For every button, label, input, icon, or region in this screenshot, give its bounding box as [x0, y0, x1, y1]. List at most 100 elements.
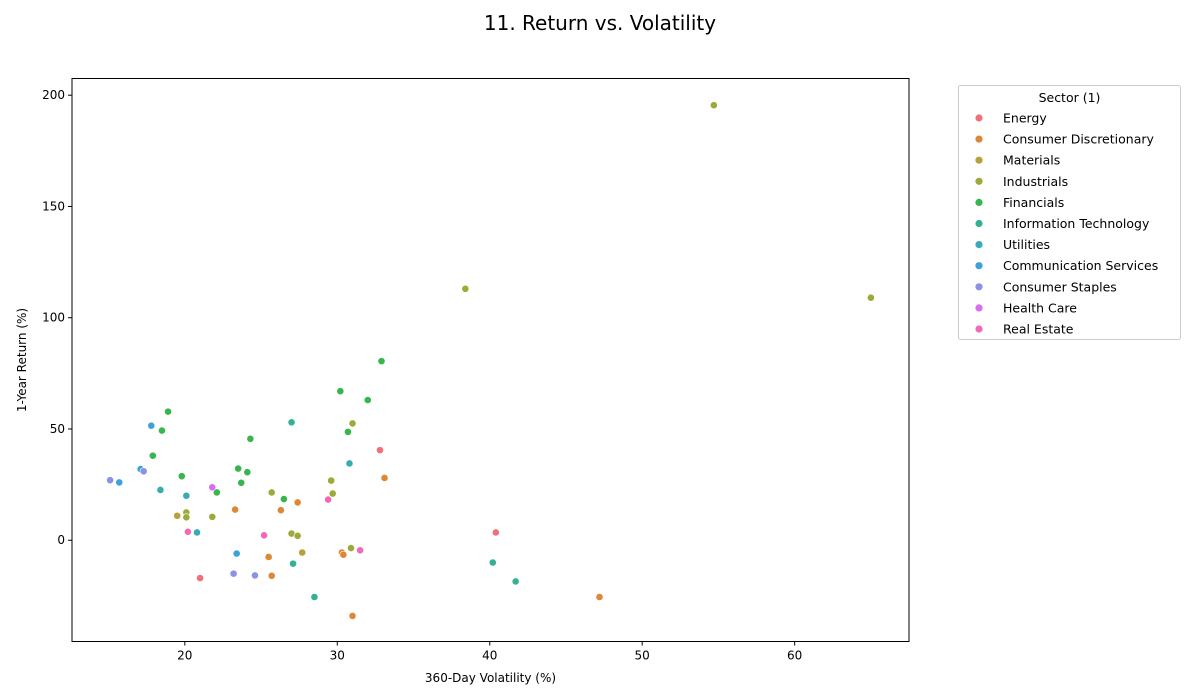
legend-entry: Financials	[1003, 195, 1064, 210]
legend-marker	[975, 219, 983, 228]
x-axis-ticks: 20 30 40 50 60	[177, 641, 802, 663]
data-point	[348, 419, 357, 428]
x-axis-label: 360-Day Volatility (%)	[425, 671, 556, 685]
data-point	[363, 396, 372, 404]
legend-marker	[975, 325, 983, 333]
data-point	[356, 546, 365, 555]
x-tick-label: 50	[635, 649, 650, 663]
data-point	[243, 468, 252, 477]
y-axis-ticks: 0 50 100 150 200	[42, 88, 72, 547]
data-point	[289, 559, 297, 568]
data-point	[193, 528, 201, 537]
data-point	[488, 558, 497, 567]
data-point	[182, 513, 191, 522]
data-point	[212, 488, 221, 497]
data-point	[148, 451, 157, 460]
legend: Sector (1) Energy Consumer Discretionary M…	[958, 85, 1181, 340]
y-tick-label: 50	[50, 422, 65, 436]
data-point	[115, 478, 124, 487]
data-point	[344, 427, 352, 436]
legend-entry: Utilities	[1003, 237, 1050, 252]
legend-marker	[975, 135, 983, 143]
data-point	[336, 387, 345, 396]
data-point	[595, 593, 604, 601]
legend-marker	[975, 262, 983, 270]
data-point	[164, 407, 172, 416]
data-point	[196, 574, 204, 582]
data-point	[260, 531, 268, 540]
legend-entry: Industrials	[1003, 174, 1068, 189]
legend-box	[958, 85, 1181, 340]
data-point	[709, 101, 718, 110]
data-point	[267, 488, 276, 497]
legend-title: Sector (1)	[1039, 90, 1101, 105]
data-point	[310, 593, 319, 601]
data-point	[158, 426, 166, 435]
legend-marker	[975, 177, 983, 185]
data-point	[491, 528, 500, 537]
data-point	[293, 531, 302, 540]
x-tick-label: 30	[330, 649, 345, 663]
data-point	[328, 489, 337, 498]
data-point	[345, 459, 354, 468]
data-point	[339, 550, 348, 559]
legend-entry: Communication Services	[1003, 258, 1158, 273]
chart-title: 11. Return vs. Volatility	[484, 11, 716, 35]
data-point	[866, 293, 875, 302]
data-point	[298, 548, 307, 557]
data-point	[287, 418, 296, 427]
data-point	[246, 434, 255, 443]
data-point	[280, 495, 288, 503]
data-point	[139, 467, 148, 476]
data-point	[324, 495, 333, 504]
data-point	[380, 474, 389, 482]
legend-entry: Health Care	[1003, 300, 1077, 315]
x-tick-label: 40	[482, 649, 497, 663]
data-point	[264, 553, 273, 561]
data-point	[182, 491, 191, 500]
data-point	[347, 544, 355, 552]
data-point	[231, 505, 240, 514]
data-point	[177, 472, 186, 481]
data-point	[237, 478, 246, 487]
data-point	[327, 476, 336, 485]
data-point	[229, 569, 238, 578]
y-tick-label: 100	[42, 311, 65, 325]
y-tick-label: 0	[57, 533, 65, 547]
data-point	[173, 511, 182, 520]
legend-entry: Information Technology	[1003, 216, 1150, 231]
data-points	[106, 101, 875, 620]
data-point	[183, 527, 192, 536]
legend-entry: Consumer Staples	[1003, 279, 1117, 294]
legend-marker	[975, 156, 983, 164]
data-point	[377, 357, 386, 366]
data-point	[376, 446, 384, 455]
legend-entry: Consumer Discretionary	[1003, 132, 1154, 147]
legend-entry: Real Estate	[1003, 322, 1074, 337]
legend-marker	[975, 114, 983, 122]
data-point	[511, 577, 520, 586]
y-tick-label: 200	[42, 88, 65, 102]
data-point	[251, 571, 259, 580]
data-point	[461, 284, 470, 293]
data-point	[156, 486, 165, 494]
data-point	[234, 464, 243, 473]
data-point	[106, 476, 115, 485]
legend-marker	[975, 304, 983, 312]
data-point	[208, 483, 217, 492]
data-point	[208, 512, 217, 521]
data-point	[293, 498, 302, 507]
legend-entry: Materials	[1003, 153, 1060, 168]
data-point	[232, 549, 241, 558]
legend-marker	[975, 241, 983, 249]
plot-area	[71, 78, 910, 642]
data-point	[147, 421, 156, 430]
x-tick-label: 60	[787, 649, 802, 663]
y-axis-label: 1-Year Return (%)	[15, 308, 29, 412]
data-point	[276, 506, 285, 515]
data-point	[348, 612, 357, 620]
legend-marker	[975, 198, 983, 206]
data-point	[267, 571, 276, 580]
y-tick-label: 150	[42, 199, 65, 213]
